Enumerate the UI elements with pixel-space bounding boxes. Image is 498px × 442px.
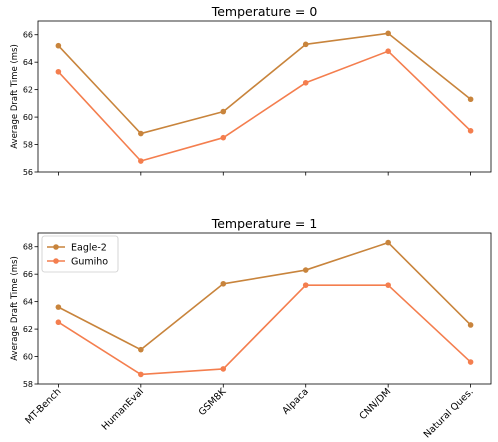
data-point-gumiho bbox=[55, 68, 62, 75]
legend-box bbox=[41, 235, 119, 273]
data-point-gumiho bbox=[302, 282, 309, 288]
legend-marker-eagle-2 bbox=[53, 244, 59, 250]
data-point-eagle-2 bbox=[302, 41, 309, 48]
chart-panel-temperature-0: Temperature = 0 Average Draft Time (ms) 56… bbox=[10, 4, 492, 177]
y-tick-label: 58 bbox=[23, 380, 33, 389]
y-tick-label: 64 bbox=[23, 58, 33, 67]
data-point-gumiho bbox=[55, 319, 62, 326]
data-point-gumiho bbox=[385, 282, 391, 288]
y-tick-label: 58 bbox=[23, 141, 33, 150]
data-point-gumiho bbox=[138, 158, 144, 164]
plot-frame bbox=[37, 20, 492, 173]
series-line-eagle-2 bbox=[57, 32, 472, 135]
plot-frame bbox=[37, 232, 492, 385]
data-point-eagle-2 bbox=[385, 30, 391, 37]
data-point-eagle-2 bbox=[385, 239, 391, 246]
chart-title: Temperature = 1 bbox=[211, 216, 318, 231]
y-tick-label: 60 bbox=[23, 113, 33, 122]
data-point-eagle-2 bbox=[138, 346, 144, 353]
series-line-eagle-2 bbox=[58, 241, 472, 351]
data-point-gumiho bbox=[220, 134, 227, 141]
data-point-gumiho bbox=[385, 48, 391, 54]
data-point-eagle-2 bbox=[302, 267, 309, 273]
legend-label-eagle-2: Eagle-2 bbox=[71, 242, 107, 253]
y-tick-label: 64 bbox=[23, 298, 33, 307]
chart-title: Temperature = 0 bbox=[211, 4, 318, 19]
legend-label-gumiho: Gumiho bbox=[71, 256, 108, 267]
y-tick-label: 66 bbox=[23, 31, 33, 40]
series-line-gumiho bbox=[57, 284, 472, 376]
data-point-gumiho bbox=[467, 359, 474, 365]
x-tick-label: Natural Ques. bbox=[422, 386, 476, 440]
y-axis-label: Average Draft Time (ms) bbox=[10, 256, 20, 361]
series-line-gumiho bbox=[57, 50, 472, 162]
y-tick-label: 68 bbox=[23, 243, 33, 252]
data-point-gumiho bbox=[220, 366, 227, 372]
y-tick-label: 66 bbox=[23, 270, 33, 279]
data-point-eagle-2 bbox=[467, 322, 474, 328]
x-tick-label: HumanEval bbox=[100, 386, 146, 432]
data-point-eagle-2 bbox=[55, 42, 62, 49]
data-point-eagle-2 bbox=[138, 130, 144, 137]
y-tick-label: 62 bbox=[23, 86, 33, 95]
legend: Eagle-2 Gumiho bbox=[41, 235, 119, 273]
y-tick-label: 56 bbox=[23, 168, 33, 177]
x-tick-label: CNN/DM bbox=[358, 386, 394, 422]
chart-panel-temperature-1: Temperature = 1 Average Draft Time (ms) 58… bbox=[10, 216, 492, 440]
x-tick-label: MT-Bench bbox=[23, 386, 63, 426]
data-point-eagle-2 bbox=[55, 304, 62, 310]
data-point-eagle-2 bbox=[220, 108, 227, 115]
y-tick-label: 60 bbox=[23, 353, 33, 362]
x-tick-label: Alpaca bbox=[280, 386, 310, 416]
data-point-eagle-2 bbox=[467, 96, 474, 103]
y-axis-label: Average Draft Time (ms) bbox=[10, 44, 20, 149]
data-point-gumiho bbox=[467, 128, 474, 134]
legend-marker-gumiho bbox=[53, 258, 59, 264]
x-tick-label: GSM8K bbox=[197, 386, 229, 418]
y-tick-label: 62 bbox=[23, 325, 33, 334]
data-point-gumiho bbox=[138, 371, 144, 378]
data-point-eagle-2 bbox=[220, 280, 227, 287]
data-point-gumiho bbox=[302, 79, 309, 86]
